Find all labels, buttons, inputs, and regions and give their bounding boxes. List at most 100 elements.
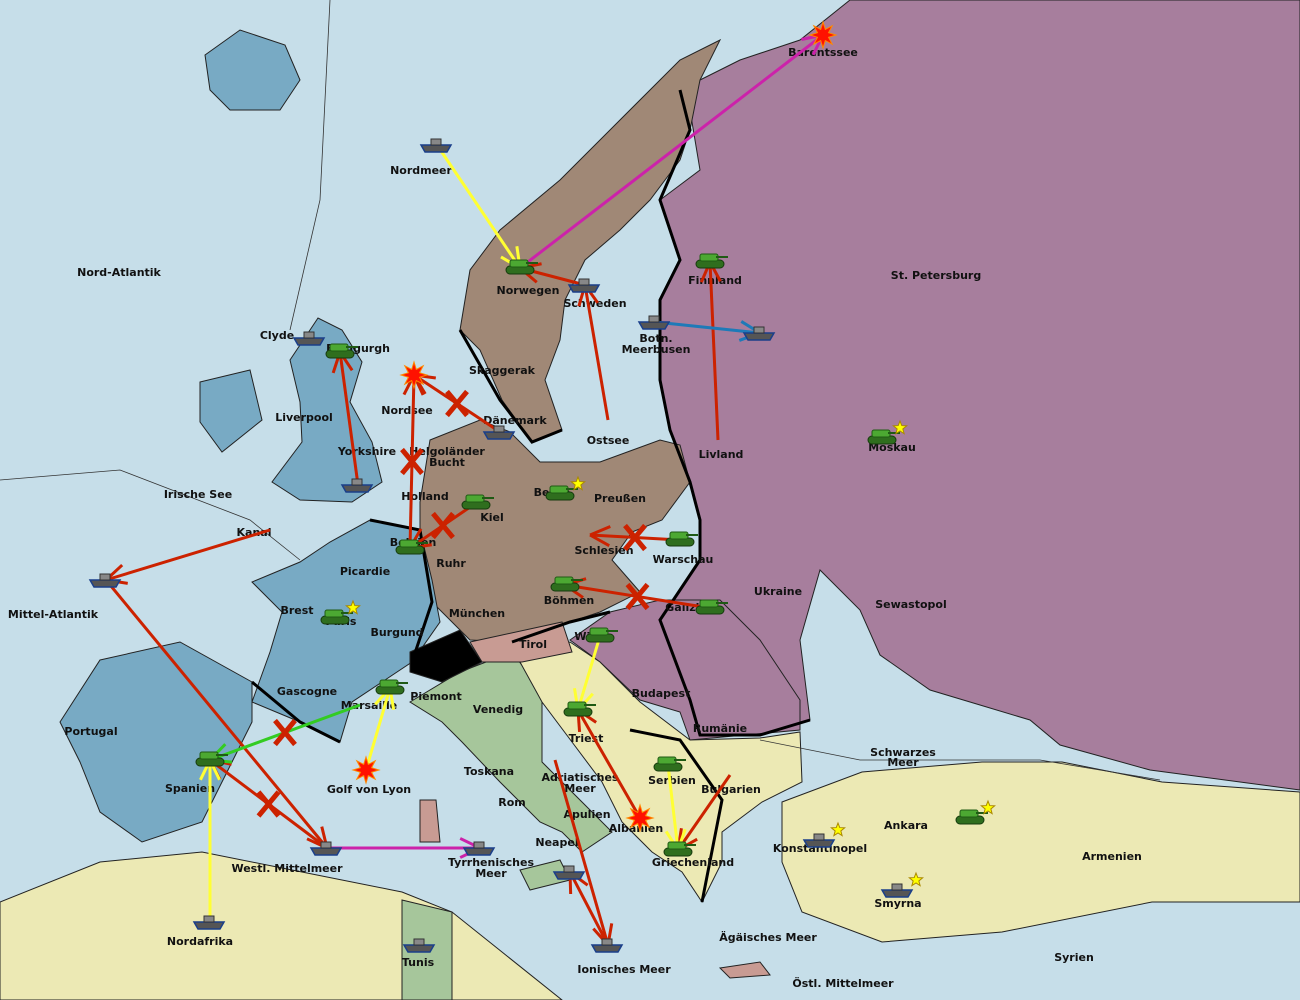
army-tank-icon[interactable]: [867, 419, 908, 445]
province-label: Konstantinopel: [773, 842, 867, 855]
province-label: Portugal: [64, 725, 117, 738]
army-tank-icon[interactable]: [320, 599, 361, 625]
province-label: Skaggerak: [469, 364, 536, 377]
province-label: Armenien: [1082, 850, 1142, 863]
fleet-ship-icon[interactable]: [590, 938, 624, 953]
region-iceland[interactable]: [204, 29, 301, 111]
army-tank-icon[interactable]: [550, 576, 583, 592]
province-label: Livland: [699, 448, 744, 461]
army-tank-icon[interactable]: [585, 627, 618, 643]
army-tank-icon[interactable]: [695, 253, 728, 269]
failed-order-x-icon: [431, 511, 455, 540]
province-label: Rom: [498, 796, 526, 809]
army-tank-icon[interactable]: [545, 475, 586, 501]
power-borders: [0, 0, 1161, 903]
region-turkey[interactable]: [781, 761, 1300, 943]
province-label: Tyrrhenisches: [448, 856, 534, 869]
fleet-ship-icon[interactable]: [880, 871, 924, 898]
fleet-ship-icon[interactable]: [402, 938, 436, 953]
army-tank-icon[interactable]: [325, 343, 358, 359]
province-label: Smyrna: [874, 897, 921, 910]
province-label: Ankara: [884, 819, 928, 832]
army-tank-icon[interactable]: [955, 799, 996, 825]
region-ireland[interactable]: [199, 369, 263, 453]
army-tank-icon[interactable]: [665, 531, 698, 547]
province-label: Albanien: [609, 822, 663, 835]
province-label: Helgoländer: [409, 445, 485, 458]
army-tank-icon[interactable]: [395, 539, 428, 555]
province-label: Spanien: [165, 782, 215, 795]
province-label: Apulien: [563, 808, 610, 821]
province-label: Böhmen: [544, 594, 595, 607]
province-label: Meer: [475, 867, 507, 880]
fleet-ship-icon[interactable]: [419, 138, 453, 153]
order-arrow-move: [589, 523, 681, 552]
province-label: Picardie: [340, 565, 390, 578]
army-tank-icon[interactable]: [195, 751, 228, 767]
army-tank-icon[interactable]: [505, 259, 538, 275]
fleet-ship-icon[interactable]: [637, 315, 671, 330]
province-label: Burgund: [370, 626, 423, 639]
army-tank-icon[interactable]: [653, 756, 686, 772]
fleet-ship-icon[interactable]: [802, 821, 846, 848]
supply-center-star-icon: [892, 419, 908, 435]
province-label: Budapest: [632, 687, 691, 700]
region-germany[interactable]: [419, 419, 691, 643]
failed-order-x-icon: [623, 523, 647, 552]
province-label: Sewastopol: [875, 598, 947, 611]
province-label: Serbien: [648, 774, 696, 787]
battle-explosion-icon: [399, 360, 429, 390]
province-label: Nord-Atlantik: [77, 266, 161, 279]
province-label: Ruhr: [436, 557, 466, 570]
province-label: Botn.: [639, 332, 672, 345]
region-austria-east[interactable]: [569, 599, 801, 741]
army-tank-icon[interactable]: [461, 494, 494, 510]
fleet-ship-icon[interactable]: [552, 865, 586, 880]
army-tank-icon[interactable]: [663, 841, 696, 857]
fleet-ship-icon[interactable]: [742, 326, 776, 341]
failed-order-x-icon: [625, 582, 650, 611]
order-arrow-move: [412, 373, 501, 434]
region-switzerland: [409, 629, 483, 683]
battle-explosion-icon: [351, 755, 381, 785]
province-labels: BarentsseeNordmeerNord-AtlantikNorwegenS…: [8, 46, 1142, 990]
army-tank-icon[interactable]: [563, 701, 596, 717]
province-label: Piemont: [410, 690, 461, 703]
fleet-ship-icon[interactable]: [462, 841, 496, 856]
province-label: Warschau: [653, 553, 714, 566]
province-label: Irische See: [164, 488, 232, 501]
province-label: Finnland: [688, 274, 742, 287]
province-label: Nordmeer: [390, 164, 452, 177]
province-label: Nordafrika: [167, 935, 233, 948]
province-label: Toskana: [464, 765, 514, 778]
battle-explosion-icon: [808, 20, 838, 50]
fleet-ship-icon[interactable]: [192, 915, 226, 930]
region-balkans[interactable]: [519, 641, 803, 903]
fleet-ship-icon[interactable]: [292, 331, 326, 346]
fleet-ship-icon[interactable]: [567, 278, 601, 293]
province-label: Mittel-Atlantik: [8, 608, 99, 621]
province-label: Yorkshire: [337, 445, 396, 458]
province-label: Neapel: [535, 836, 578, 849]
fleet-ship-icon[interactable]: [340, 478, 374, 493]
province-label: Griechenland: [652, 856, 734, 869]
failed-order-x-icon: [445, 389, 469, 418]
province-label: Clyde: [260, 329, 294, 342]
supply-center-star-icon: [980, 799, 996, 815]
fleet-ship-icon[interactable]: [309, 841, 343, 856]
fleet-ship-icon[interactable]: [482, 425, 516, 440]
fleet-ship-icon[interactable]: [88, 573, 122, 588]
army-tank-icon[interactable]: [375, 679, 408, 695]
province-label: Westl. Mittelmeer: [231, 862, 343, 875]
province-label: Holland: [401, 490, 448, 503]
supply-center-star-icon: [570, 475, 586, 491]
province-label: Preußen: [594, 492, 646, 505]
supply-center-star-icon: [908, 871, 924, 887]
army-tank-icon[interactable]: [695, 599, 728, 615]
province-label: Ukraine: [754, 585, 802, 598]
province-label: Ostsee: [587, 434, 630, 447]
province-label: Kiel: [480, 511, 504, 524]
region-iberia[interactable]: [59, 641, 253, 843]
